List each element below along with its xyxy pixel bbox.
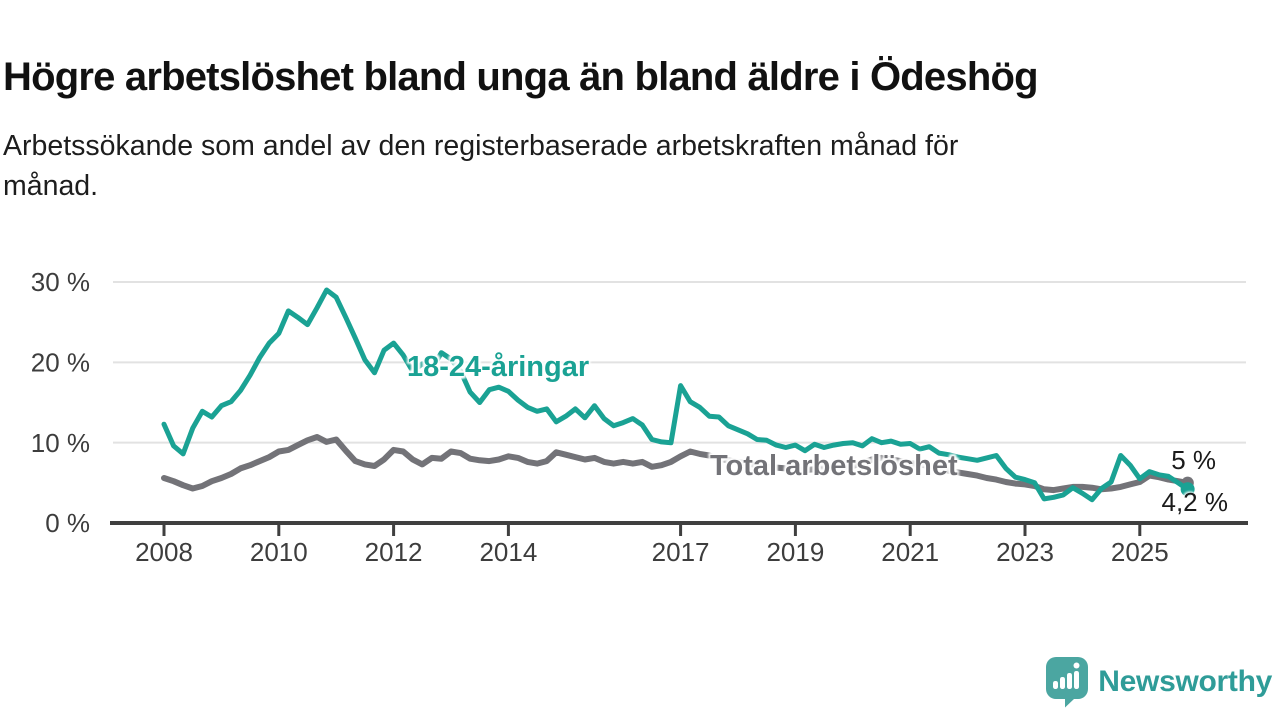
end-value-total: 5 % xyxy=(1171,445,1216,475)
y-tick-label: 30 % xyxy=(31,267,90,297)
total-line xyxy=(161,434,1191,494)
y-tick-label: 10 % xyxy=(31,428,90,458)
series-label-total: Total arbetslöshet xyxy=(710,450,958,482)
page-title: Högre arbetslöshet bland unga än bland ä… xyxy=(3,54,1039,99)
x-tick-label: 2021 xyxy=(881,537,939,567)
young-line xyxy=(161,287,1191,503)
x-tick-label: 2023 xyxy=(996,537,1054,567)
end-value-young: 4,2 % xyxy=(1161,487,1229,517)
young-end-dot xyxy=(1180,482,1195,497)
x-tick-label: 2017 xyxy=(652,537,710,567)
chart-subtitle: Arbetssökande som andel av den registerb… xyxy=(3,130,959,203)
x-tick-label: 2012 xyxy=(365,537,423,567)
newsworthy-wordmark: Newsworthy xyxy=(1098,665,1272,698)
x-tick-label: 2019 xyxy=(766,537,824,567)
x-tick-label: 2008 xyxy=(135,537,193,567)
x-tick-label: 2025 xyxy=(1111,537,1169,567)
series-label-young: 18-24-åringar xyxy=(407,351,590,383)
newsworthy-bubble-chart-icon xyxy=(1046,657,1089,708)
y-tick-label: 0 % xyxy=(45,508,90,538)
x-tick-label: 2014 xyxy=(479,537,537,567)
y-tick-label: 20 % xyxy=(31,347,90,377)
x-tick-label: 2010 xyxy=(250,537,308,567)
newsworthy-logo: Newsworthy xyxy=(1045,656,1272,708)
